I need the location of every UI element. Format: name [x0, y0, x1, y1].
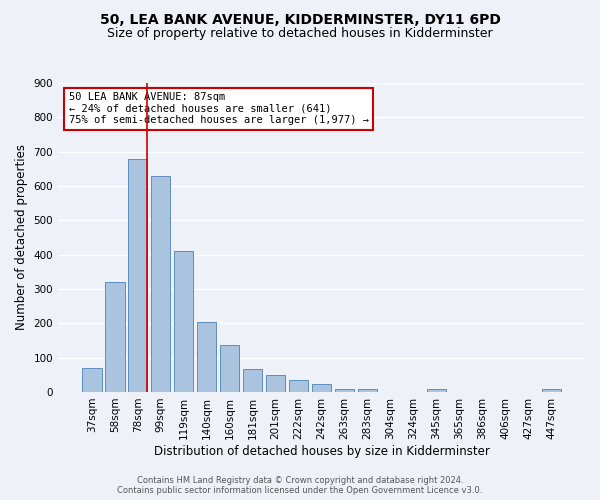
Bar: [128, 158, 148, 392]
Bar: [197, 322, 217, 392]
Text: 50, LEA BANK AVENUE, KIDDERMINSTER, DY11 6PD: 50, LEA BANK AVENUE, KIDDERMINSTER, DY11…: [100, 12, 500, 26]
Bar: [427, 389, 446, 392]
Bar: [151, 176, 170, 392]
Text: Size of property relative to detached houses in Kidderminster: Size of property relative to detached ho…: [107, 28, 493, 40]
Bar: [542, 389, 561, 392]
Bar: [105, 282, 125, 392]
Bar: [358, 389, 377, 392]
Text: Contains HM Land Registry data © Crown copyright and database right 2024.
Contai: Contains HM Land Registry data © Crown c…: [118, 476, 482, 495]
Bar: [243, 368, 262, 392]
Bar: [82, 368, 101, 392]
Bar: [174, 251, 193, 392]
Bar: [312, 384, 331, 392]
Text: 50 LEA BANK AVENUE: 87sqm
← 24% of detached houses are smaller (641)
75% of semi: 50 LEA BANK AVENUE: 87sqm ← 24% of detac…: [68, 92, 368, 126]
Bar: [266, 376, 286, 392]
Bar: [220, 344, 239, 392]
Y-axis label: Number of detached properties: Number of detached properties: [15, 144, 28, 330]
Bar: [289, 380, 308, 392]
X-axis label: Distribution of detached houses by size in Kidderminster: Distribution of detached houses by size …: [154, 444, 490, 458]
Bar: [335, 388, 354, 392]
